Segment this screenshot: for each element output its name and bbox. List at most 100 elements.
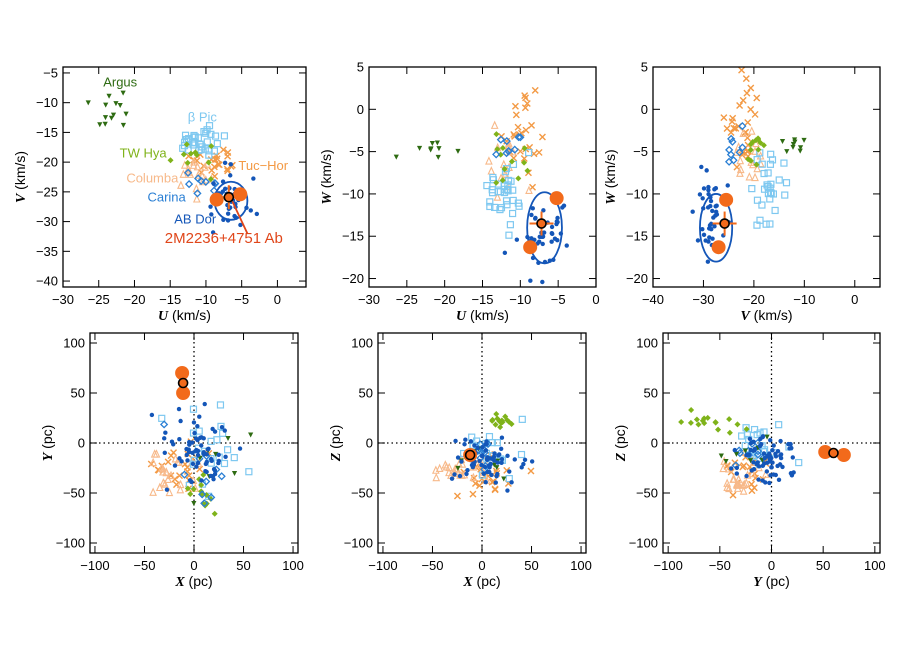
bpic-point bbox=[505, 231, 513, 239]
tuchor-point bbox=[211, 155, 219, 163]
argus-series bbox=[779, 137, 807, 155]
carina-point bbox=[502, 136, 511, 146]
bpic-label: β Pic bbox=[188, 110, 218, 125]
x-axis-unit: (km/s) bbox=[466, 307, 509, 323]
twhya-point bbox=[498, 417, 505, 424]
columba-point bbox=[155, 482, 164, 492]
x-tick-label: −50 bbox=[709, 558, 731, 573]
bpic-point bbox=[760, 169, 768, 178]
group-labels: Argus β Pic TW Hya Columba Tuc−Hor Carina AB D… bbox=[103, 75, 289, 247]
x-tick-label: −30 bbox=[358, 292, 380, 307]
abdor-point bbox=[195, 423, 200, 429]
argus-point bbox=[455, 465, 461, 471]
bpic-point bbox=[203, 138, 211, 146]
target-point bbox=[719, 218, 730, 229]
abdor-point bbox=[786, 441, 791, 447]
abdor-point bbox=[512, 457, 517, 462]
tuchor-point bbox=[723, 125, 731, 133]
tuchor-point bbox=[747, 84, 755, 92]
target-component bbox=[836, 448, 851, 462]
abdor-point bbox=[228, 162, 234, 167]
twhya-point bbox=[493, 410, 500, 417]
columba-point bbox=[723, 478, 731, 487]
x-tick-label: 50 bbox=[236, 558, 250, 573]
x-tick-label: −10 bbox=[509, 292, 531, 307]
argus-point bbox=[797, 148, 803, 154]
abdor-point bbox=[208, 204, 213, 209]
abdor-point bbox=[751, 460, 756, 465]
abdor-point bbox=[209, 456, 214, 462]
argus-label: Argus bbox=[103, 75, 137, 90]
abdor-point bbox=[773, 451, 778, 457]
abdor-point bbox=[499, 457, 505, 462]
abdor-point bbox=[540, 241, 545, 247]
columba-point bbox=[432, 472, 441, 482]
bpic-point bbox=[753, 221, 761, 229]
tuchor-point bbox=[520, 155, 528, 163]
abdor-point bbox=[479, 462, 484, 468]
bpic-point bbox=[781, 191, 789, 199]
tuchor-point bbox=[747, 105, 755, 113]
y-tick-label: −50 bbox=[351, 486, 373, 501]
abdor-point bbox=[187, 442, 192, 447]
abdor-point bbox=[522, 457, 528, 462]
x-axis-unit: (pc) bbox=[762, 573, 790, 589]
x-axis-variable: U bbox=[158, 309, 169, 324]
twhya-series bbox=[678, 407, 750, 436]
y-tick-label: −15 bbox=[342, 229, 364, 244]
abdor-point bbox=[492, 451, 497, 456]
tuchor-point bbox=[538, 133, 546, 141]
abdor-point bbox=[479, 454, 485, 459]
columba-point bbox=[431, 465, 440, 474]
abdor-point bbox=[484, 439, 489, 444]
argus-point bbox=[231, 471, 238, 477]
abdor-point bbox=[203, 461, 209, 467]
twhya-point bbox=[704, 414, 711, 421]
carina-point bbox=[504, 146, 513, 156]
twhya-point bbox=[701, 420, 708, 427]
argus-point bbox=[747, 458, 754, 464]
columba-point bbox=[177, 180, 185, 189]
carina-point bbox=[516, 133, 525, 142]
abdor-point bbox=[530, 206, 535, 211]
abdor-point bbox=[483, 480, 488, 485]
bpic-point bbox=[748, 185, 756, 193]
columba-point bbox=[179, 169, 188, 178]
abdor-point bbox=[707, 235, 712, 240]
bpic-point bbox=[775, 421, 783, 429]
abdor-point bbox=[493, 480, 498, 485]
y-axis-label: V (km/s) bbox=[12, 151, 29, 203]
columba-point bbox=[525, 185, 533, 194]
columba-point bbox=[194, 170, 203, 179]
bpic-point bbox=[764, 182, 772, 191]
plot-frame bbox=[652, 66, 881, 288]
abdor-point bbox=[732, 447, 737, 453]
twhya-point bbox=[489, 417, 496, 424]
bpic-point bbox=[505, 474, 513, 483]
y-axis-variable: W bbox=[320, 191, 335, 205]
columba-point bbox=[451, 463, 460, 473]
twhya-point bbox=[207, 176, 214, 183]
twhya-point bbox=[184, 159, 191, 166]
abdor-point bbox=[475, 445, 480, 451]
abdor-point bbox=[690, 209, 695, 214]
abdor-point bbox=[216, 460, 221, 466]
abdor-point bbox=[529, 459, 535, 464]
carina-point bbox=[510, 145, 519, 154]
abdor-point bbox=[178, 418, 183, 424]
y-tick-label: −5 bbox=[43, 65, 58, 80]
x-axis-label: X (pc) bbox=[174, 573, 212, 590]
columba-point bbox=[736, 168, 744, 177]
abdor-point bbox=[192, 430, 197, 436]
columba-point bbox=[739, 486, 748, 495]
y-axis-variable: Y bbox=[41, 451, 56, 461]
abdor-point bbox=[169, 439, 175, 444]
columba-point bbox=[171, 454, 180, 463]
abdor-point bbox=[195, 448, 201, 454]
abdor-label: AB Dor bbox=[174, 211, 217, 226]
carina-point bbox=[217, 472, 226, 481]
abdor-point bbox=[495, 471, 500, 477]
target-component bbox=[711, 240, 726, 255]
columba-point bbox=[161, 479, 169, 488]
twhya-point bbox=[183, 141, 190, 148]
